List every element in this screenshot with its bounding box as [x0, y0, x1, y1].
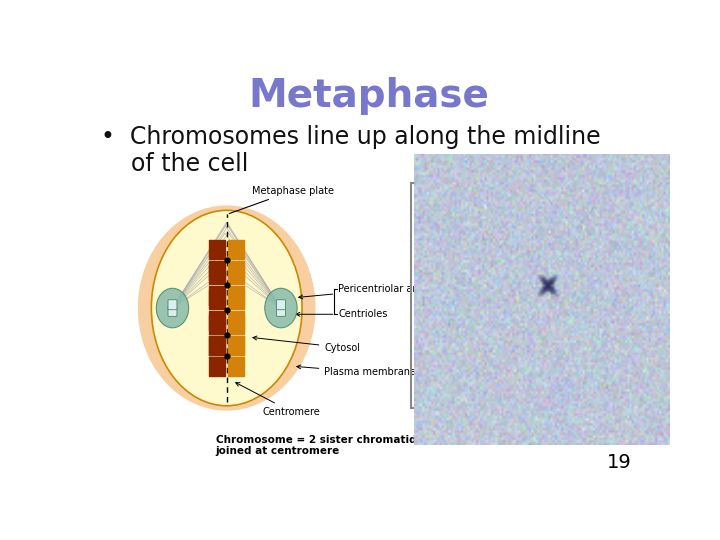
Text: Plasma membrane: Plasma membrane [297, 365, 416, 377]
Ellipse shape [151, 211, 302, 406]
Ellipse shape [156, 288, 189, 328]
Text: Centromere: Centromere [235, 383, 320, 417]
Ellipse shape [138, 205, 315, 410]
Text: •  Chromosomes line up along the midline: • Chromosomes line up along the midline [101, 125, 600, 149]
FancyBboxPatch shape [168, 306, 177, 316]
Text: Pericentriolar area: Pericentriolar area [299, 285, 428, 299]
Text: Centrioles: Centrioles [296, 309, 387, 319]
Text: 19: 19 [606, 453, 631, 472]
Text: Metaphase: Metaphase [248, 77, 490, 115]
Bar [411, 183, 609, 408]
Ellipse shape [265, 288, 297, 328]
Text: Metaphase plate: Metaphase plate [230, 186, 334, 213]
FancyBboxPatch shape [276, 300, 285, 310]
FancyBboxPatch shape [276, 306, 285, 316]
Text: Cytosol: Cytosol [253, 336, 361, 353]
Text: Chromosome = 2 sister chromatids,
joined at centromere: Chromosome = 2 sister chromatids, joined… [215, 435, 426, 456]
FancyBboxPatch shape [168, 300, 177, 310]
Text: of the cell: of the cell [101, 152, 248, 176]
